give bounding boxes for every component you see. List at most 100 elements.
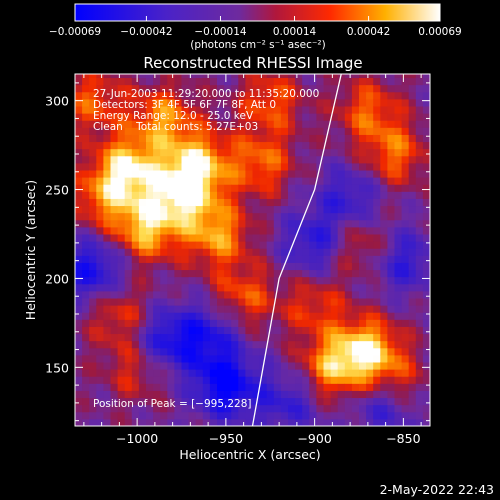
heatmap-cell	[288, 418, 296, 426]
heatmap-cell	[373, 262, 381, 271]
heatmap-cell	[138, 390, 147, 399]
heatmap-cell	[337, 91, 346, 100]
heatmap-cell	[181, 98, 190, 107]
heatmap-cell	[295, 77, 303, 86]
heatmap-cell	[344, 312, 353, 320]
heatmap-cell	[238, 383, 246, 391]
heatmap-cell	[351, 305, 360, 313]
heatmap-cell	[89, 411, 97, 420]
heatmap-cell	[259, 77, 268, 86]
heatmap-cell	[422, 205, 430, 214]
heatmap-cell	[167, 411, 175, 420]
heatmap-cell	[82, 226, 90, 235]
heatmap-cell	[209, 134, 218, 143]
heatmap-cell	[351, 404, 360, 413]
heatmap-cell	[252, 333, 261, 342]
heatmap-cell	[266, 418, 275, 426]
heatmap-cell	[387, 77, 395, 86]
heatmap-cell	[110, 219, 119, 228]
heatmap-cell	[124, 397, 133, 406]
heatmap-cell	[288, 127, 296, 135]
heatmap-cell	[394, 212, 403, 221]
heatmap-cell	[330, 77, 339, 86]
heatmap-cell	[96, 347, 104, 356]
heatmap-cell	[415, 362, 424, 370]
colorbar-tick-label: −0.00014	[194, 26, 247, 38]
heatmap-cell	[323, 184, 332, 192]
heatmap-cell	[124, 205, 133, 214]
heatmap-cell	[337, 191, 346, 199]
heatmap-cell	[174, 74, 182, 79]
heatmap-cell	[288, 404, 296, 413]
heatmap-cell	[252, 283, 261, 292]
heatmap-cell	[153, 376, 161, 384]
heatmap-cell	[174, 347, 182, 356]
heatmap-cell	[387, 141, 395, 150]
heatmap-cell	[266, 255, 275, 263]
heatmap-cell	[422, 362, 430, 370]
heatmap-cell	[195, 290, 204, 299]
heatmap-cell	[131, 312, 140, 320]
heatmap-cell	[75, 383, 83, 391]
heatmap-cell	[238, 120, 246, 128]
heatmap-cell	[209, 312, 218, 320]
heatmap-cell	[422, 98, 430, 107]
heatmap-cell	[160, 390, 168, 399]
heatmap-cell	[217, 91, 225, 100]
heatmap-cell	[316, 283, 324, 292]
heatmap-cell	[89, 113, 97, 121]
heatmap-cell	[245, 106, 253, 114]
heatmap-cell	[366, 354, 374, 363]
heatmap-cell	[209, 177, 218, 185]
heatmap-cell	[160, 212, 168, 221]
heatmap-cell	[359, 113, 367, 121]
heatmap-cell	[224, 369, 232, 377]
heatmap-cell	[337, 411, 346, 420]
heatmap-cell	[323, 262, 332, 271]
heatmap-cell	[160, 248, 168, 256]
heatmap-cell	[330, 84, 339, 93]
heatmap-cell	[337, 290, 346, 299]
heatmap-cell	[188, 113, 197, 121]
heatmap-cell	[167, 113, 175, 121]
heatmap-cell	[202, 127, 211, 135]
heatmap-cell	[146, 354, 154, 363]
heatmap-cell	[387, 113, 395, 121]
heatmap-cell	[96, 241, 104, 249]
heatmap-cell	[288, 241, 296, 249]
heatmap-cell	[209, 390, 218, 399]
heatmap-cell	[266, 162, 275, 171]
heatmap-cell	[195, 312, 204, 320]
heatmap-cell	[75, 298, 83, 306]
heatmap-cell	[103, 177, 111, 185]
heatmap-cell	[316, 241, 324, 249]
heatmap-cell	[259, 127, 268, 135]
heatmap-cell	[351, 141, 360, 150]
heatmap-cell	[160, 312, 168, 320]
heatmap-cell	[131, 397, 140, 406]
heatmap-cell	[337, 106, 346, 114]
heatmap-cell	[160, 106, 168, 114]
heatmap-cell	[138, 276, 147, 285]
heatmap-cell	[280, 376, 289, 384]
heatmap-cell	[131, 369, 140, 377]
heatmap-cell	[359, 362, 367, 370]
heatmap-cell	[366, 127, 374, 135]
heatmap-cell	[138, 234, 147, 242]
heatmap-cell	[181, 212, 190, 221]
heatmap-cell	[75, 312, 83, 320]
heatmap-cell	[117, 340, 126, 349]
heatmap-cell	[359, 148, 367, 157]
heatmap-cell	[153, 397, 161, 406]
heatmap-cell	[146, 219, 154, 228]
heatmap-cell	[245, 84, 253, 93]
heatmap-cell	[131, 162, 140, 171]
heatmap-cell	[373, 383, 381, 391]
heatmap-cell	[202, 383, 211, 391]
heatmap-cell	[138, 241, 147, 249]
heatmap-cell	[323, 255, 332, 263]
heatmap-cell	[380, 98, 388, 107]
heatmap-cell	[394, 177, 403, 185]
heatmap-cell	[153, 120, 161, 128]
heatmap-cell	[415, 198, 424, 207]
